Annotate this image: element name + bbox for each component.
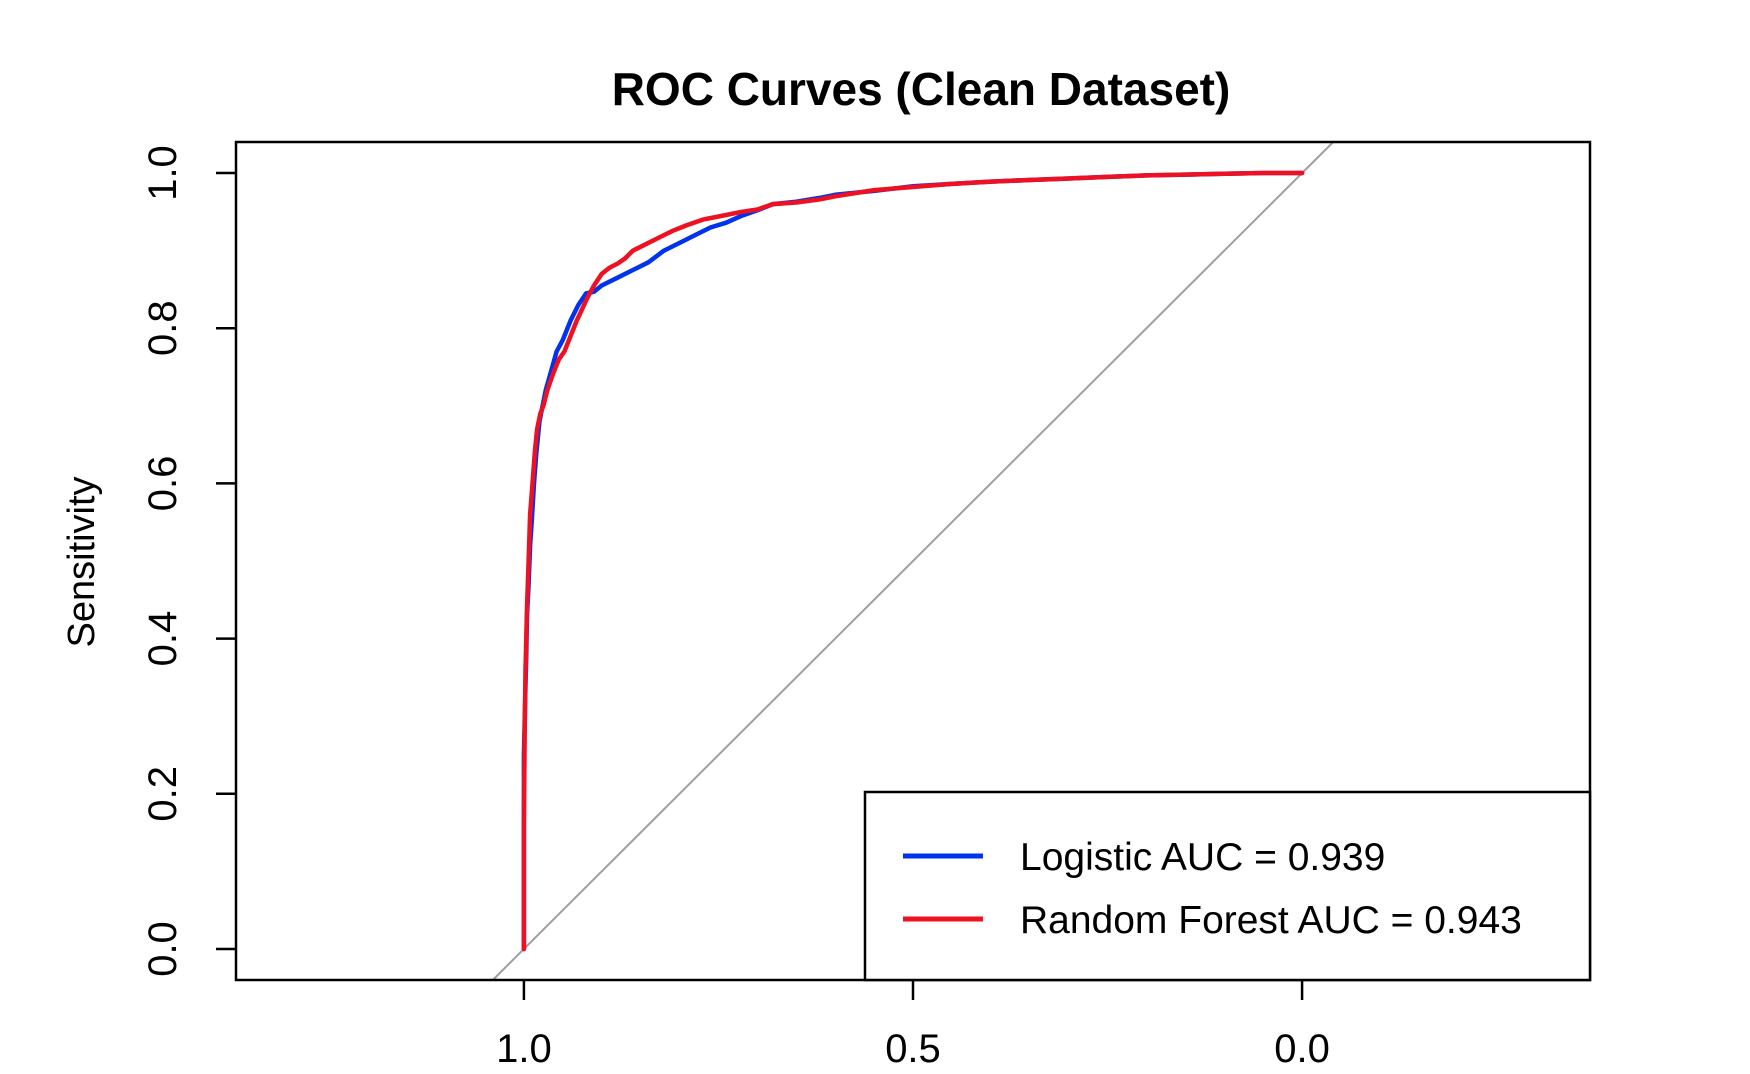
legend-label-logistic: Logistic AUC = 0.939 [1020, 836, 1385, 879]
legend-box [863, 790, 1592, 982]
y-axis: 0.0 0.2 0.4 0.6 0.8 1.0 [141, 145, 236, 977]
y-tick-label: 0.8 [141, 300, 185, 356]
y-tick-label: 0.6 [141, 456, 185, 512]
x-tick-label: 0.5 [885, 1027, 941, 1071]
x-tick-label: 1.0 [496, 1027, 552, 1071]
legend: Logistic AUC = 0.939 Random Forest AUC =… [863, 790, 1592, 982]
y-tick-label: 0.4 [141, 611, 185, 667]
legend-label-random-forest: Random Forest AUC = 0.943 [1020, 899, 1522, 942]
x-tick-label: 0.0 [1274, 1027, 1330, 1071]
chart-title: ROC Curves (Clean Dataset) [612, 63, 1231, 115]
reference-diagonal [492, 141, 1334, 981]
y-tick-label: 1.0 [141, 145, 185, 201]
y-tick-label: 0.0 [141, 921, 185, 977]
y-axis-label: Sensitivity [61, 476, 103, 647]
y-tick-label: 0.2 [141, 766, 185, 822]
series-line-random-forest [521, 170, 1305, 952]
series-layer [521, 170, 1305, 952]
x-axis: 1.0 0.5 0.0 [496, 980, 1330, 1071]
reference-layer [492, 141, 1334, 981]
